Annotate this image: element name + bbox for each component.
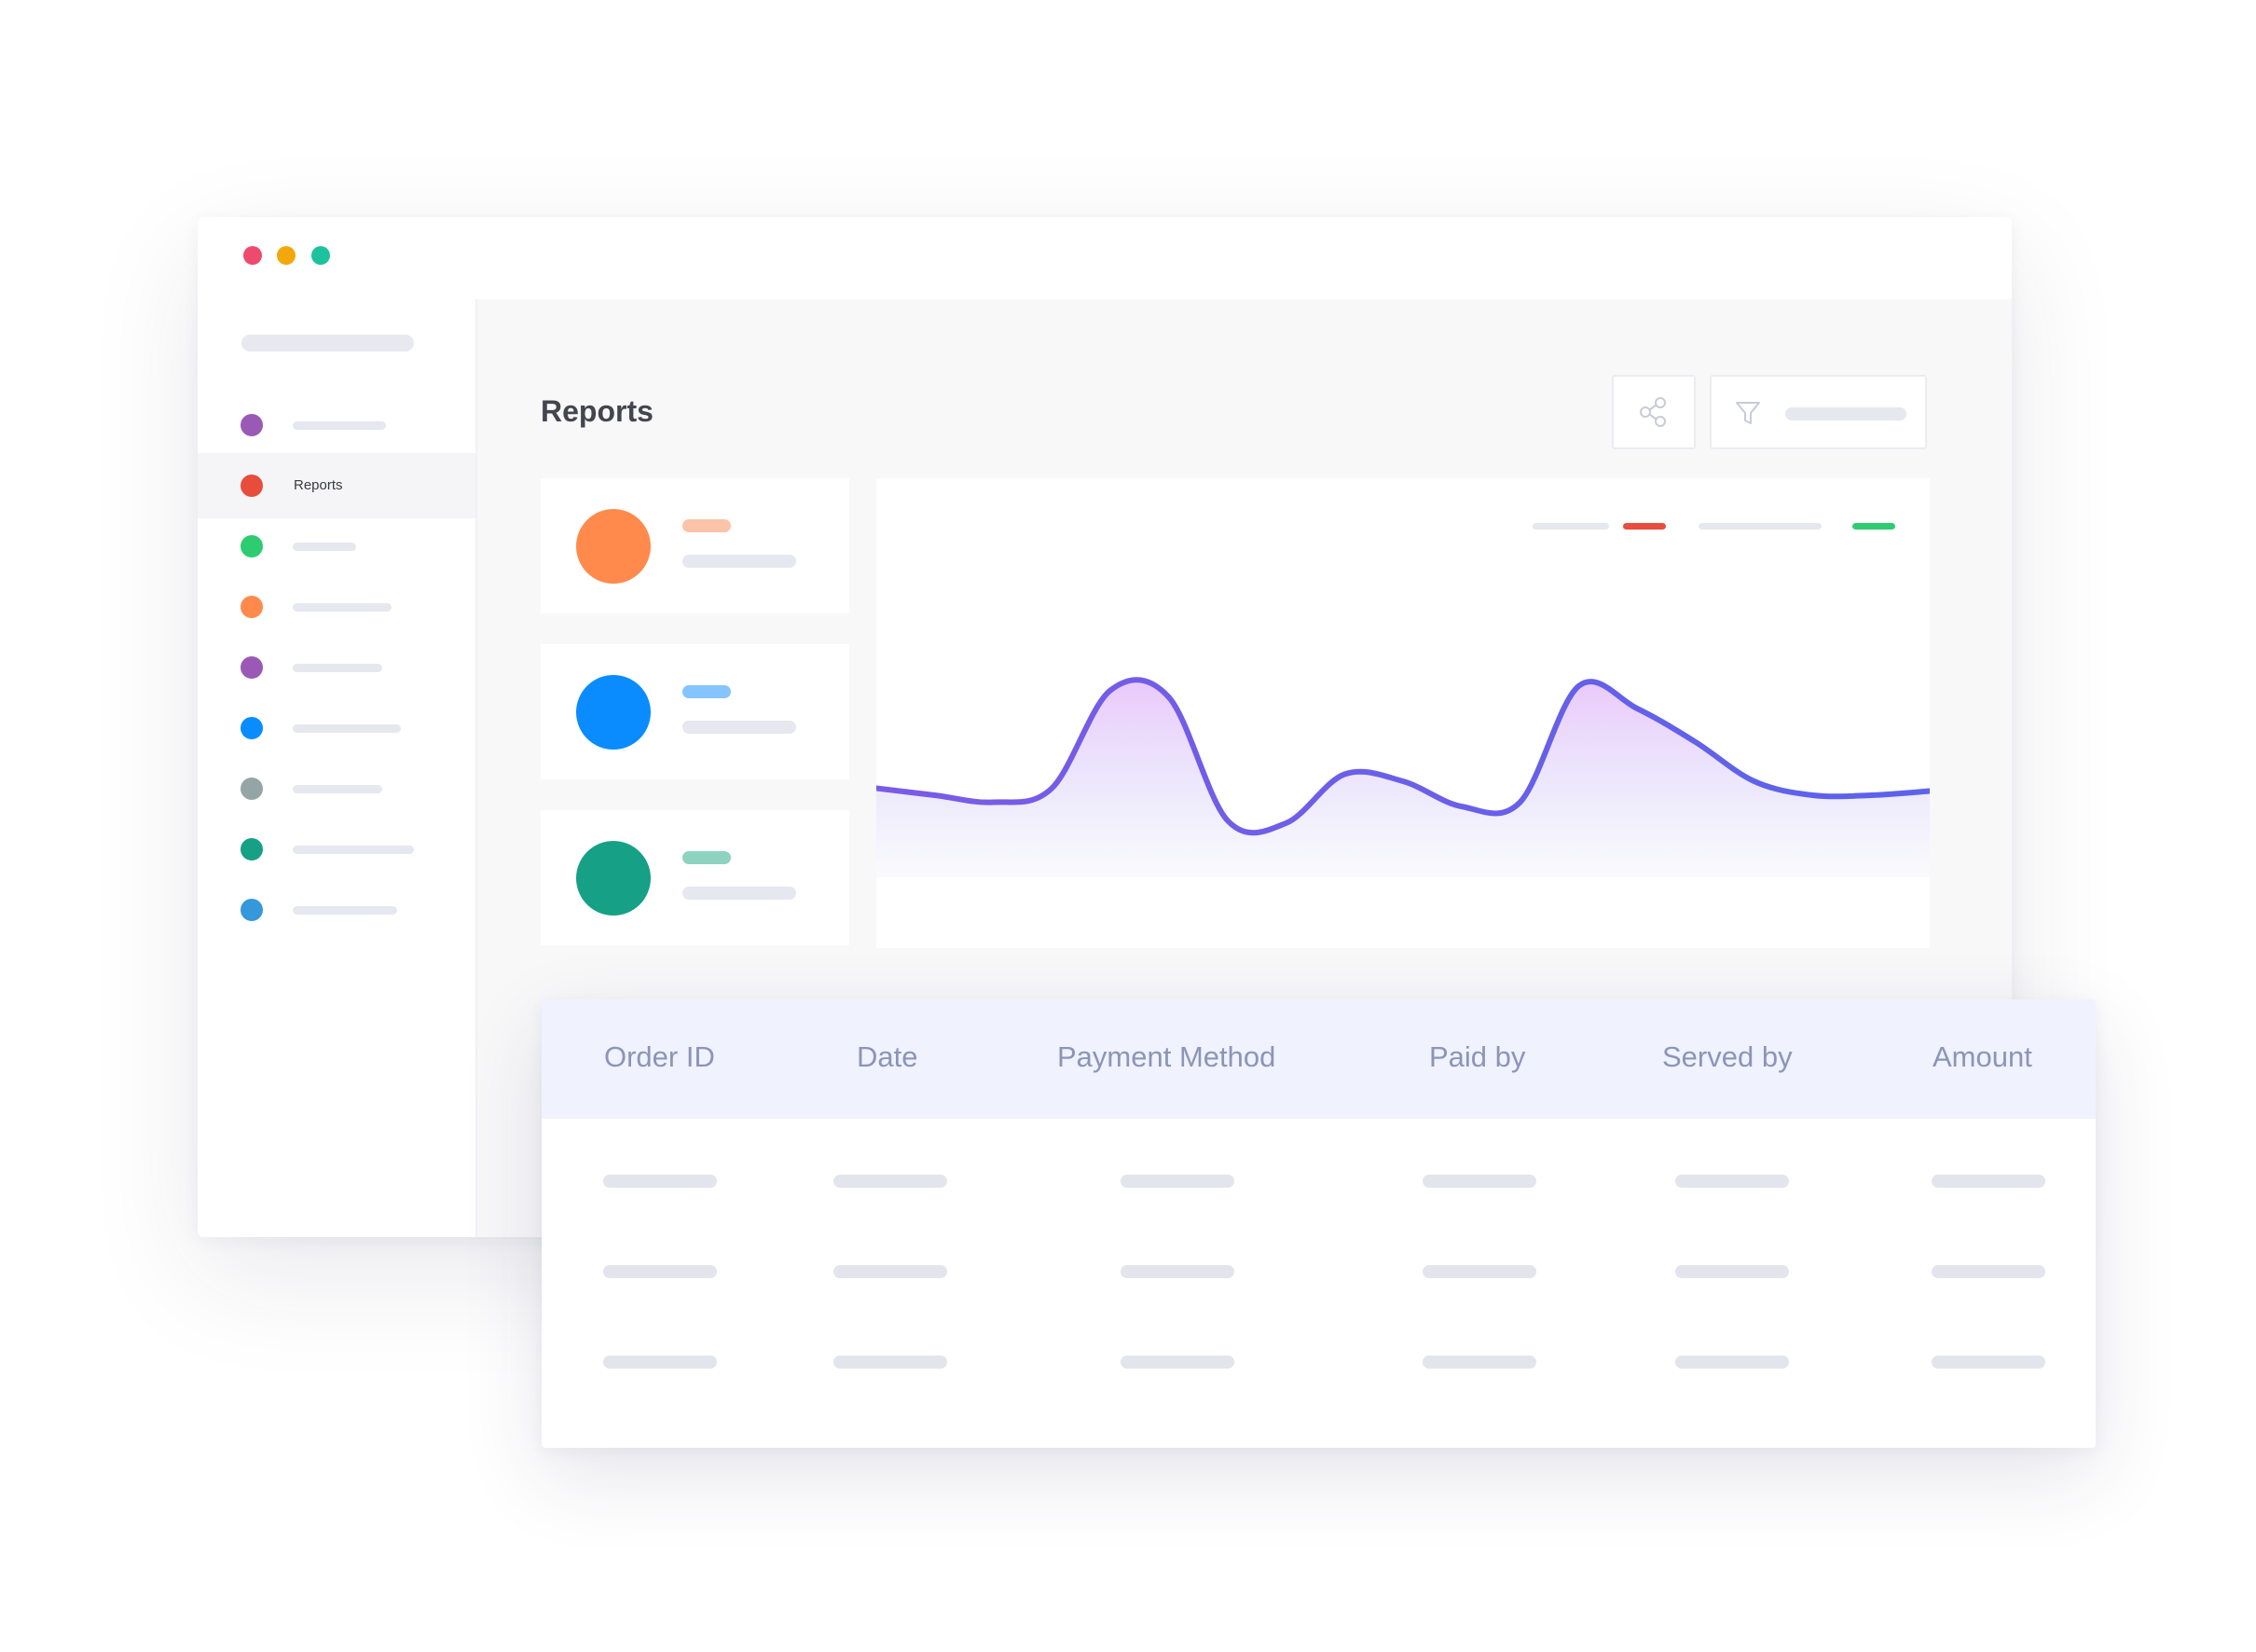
sidebar-item[interactable] [198,695,475,761]
sidebar-item-dot-icon [241,535,263,558]
sidebar-item-dot-icon [241,717,263,739]
table-row[interactable] [542,1175,2096,1193]
column-header-payment-method[interactable]: Payment Method [1057,1040,1276,1073]
chart-series-line [876,677,1930,836]
table-cell-placeholder [603,1175,717,1188]
filter-icon [1736,402,1760,424]
share-button[interactable] [1612,375,1696,449]
table-cell-placeholder [1121,1175,1234,1188]
orders-table: Order ID Date Payment Method Paid by Ser… [542,999,2096,1448]
maximize-window-button[interactable] [311,246,330,265]
sidebar-item-label-placeholder [293,724,401,733]
stat-card[interactable] [541,810,849,945]
stat-card-badge [682,685,731,698]
sidebar-item-label-placeholder [293,664,382,672]
sidebar-item[interactable] [198,756,475,821]
sidebar-item[interactable] [198,574,475,640]
table-cell-placeholder [1675,1265,1789,1278]
table-cell-placeholder [603,1265,717,1278]
column-header-paid-by[interactable]: Paid by [1429,1040,1526,1073]
share-icon [1640,397,1666,427]
table-cell-placeholder [1675,1356,1789,1369]
table-cell-placeholder [1121,1356,1234,1369]
table-cell-placeholder [1423,1356,1536,1369]
table-cell-placeholder [1932,1265,2045,1278]
sidebar-item[interactable] [198,392,475,458]
stat-card-avatar [576,509,651,584]
stat-card-avatar [576,841,651,915]
area-chart [876,677,1930,877]
table-row[interactable] [542,1356,2096,1374]
sidebar-item-label-placeholder [293,603,392,612]
table-cell-placeholder [1675,1175,1789,1188]
stat-card-badge [682,519,731,532]
legend-label-1 [1533,523,1609,530]
sidebar-header-placeholder [241,335,414,351]
filter-button[interactable] [1710,375,1927,449]
table-cell-placeholder [1932,1356,2045,1369]
stat-card-badge [682,851,731,864]
table-cell-placeholder [833,1265,947,1278]
table-cell-placeholder [1423,1175,1536,1188]
stat-card-value-placeholder [682,555,796,568]
sidebar-item-dot-icon [241,414,263,436]
sidebar-item-reports[interactable]: Reports [198,453,475,518]
sidebar-item-dot-icon [241,838,263,860]
close-window-button[interactable] [243,246,262,265]
table-cell-placeholder [1121,1265,1234,1278]
sidebar-item-dot-icon [241,656,263,679]
legend-label-2 [1699,523,1822,530]
table-cell-placeholder [603,1356,717,1369]
stat-card-value-placeholder [682,887,796,900]
stat-card-avatar [576,675,651,750]
stat-card-value-placeholder [682,721,796,734]
minimize-window-button[interactable] [277,246,296,265]
sidebar-item-dot-icon [241,475,263,497]
column-header-amount[interactable]: Amount [1933,1040,2032,1073]
table-row[interactable] [542,1265,2096,1284]
sidebar-item-label-placeholder [293,543,356,551]
table-cell-placeholder [833,1356,947,1369]
table-cell-placeholder [1932,1175,2045,1188]
sidebar-item-label-placeholder [293,846,414,854]
sidebar-item-label-placeholder [293,906,397,915]
stat-card[interactable] [541,478,849,613]
legend-swatch-2 [1852,523,1895,530]
sidebar-item[interactable] [198,514,475,579]
chart-card [876,478,1930,948]
column-header-served-by[interactable]: Served by [1662,1040,1793,1073]
legend-swatch-1 [1623,523,1666,530]
sidebar-item-dot-icon [241,778,263,800]
column-header-order-id[interactable]: Order ID [604,1040,715,1073]
chart-area-fill [876,680,1930,877]
filter-label-placeholder [1785,407,1906,420]
sidebar: Reports [198,299,477,1237]
sidebar-item[interactable] [198,635,475,700]
sidebar-item[interactable] [198,877,475,943]
sidebar-item[interactable] [198,817,475,882]
stat-card[interactable] [541,644,849,779]
page-title: Reports [541,394,653,428]
table-cell-placeholder [833,1175,947,1188]
sidebar-item-dot-icon [241,899,263,921]
sidebar-item-dot-icon [241,596,263,618]
sidebar-item-label-placeholder [293,421,386,430]
title-bar [198,217,2012,300]
sidebar-item-label: Reports [294,477,343,493]
table-header: Order ID Date Payment Method Paid by Ser… [542,999,2096,1119]
table-cell-placeholder [1423,1265,1536,1278]
column-header-date[interactable]: Date [857,1040,918,1073]
app-window: Reports Reports [198,217,2012,1237]
sidebar-item-label-placeholder [293,785,382,793]
